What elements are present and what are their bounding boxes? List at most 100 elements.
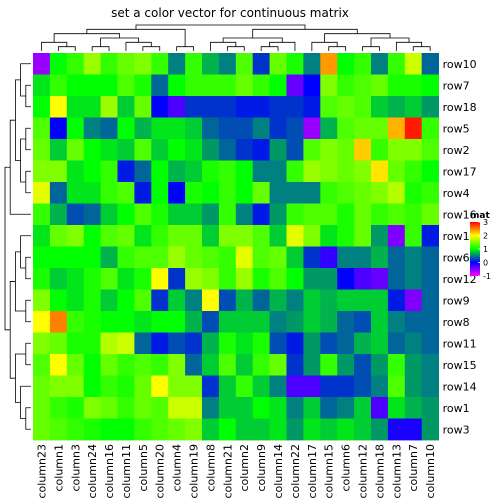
heatmap-cell [371,268,389,290]
heatmap-cell [202,117,220,140]
heatmap-cell [117,160,135,183]
heatmap-cell [404,53,423,75]
heatmap-cell [252,139,270,161]
heatmap-cell [100,332,118,355]
heatmap-cell [185,117,203,140]
column-label: column23 [36,444,49,499]
heatmap-cell [252,182,270,204]
heatmap-cell [83,160,101,183]
heatmap-cell [218,289,237,312]
heatmap-cell [66,418,85,441]
row-label: row1 [443,402,470,415]
heatmap-cell [404,96,423,118]
heatmap-cell [168,225,186,247]
column-label: column14 [272,444,285,499]
heatmap-cell [66,203,85,226]
heatmap-cell [286,203,304,226]
heatmap-cell [33,182,51,204]
heatmap-cell [235,311,254,333]
heatmap-cell [83,289,101,312]
heatmap-cell [117,418,135,441]
heatmap-cell [269,203,287,226]
heatmap-cell [269,246,287,269]
heatmap-cell [286,397,304,419]
heatmap-cell [387,96,406,118]
heatmap-cell [269,311,287,333]
heatmap-cell [286,418,304,441]
heatmap-cell [185,268,203,290]
heatmap-cell [117,182,135,204]
heatmap-cell [202,268,220,290]
heatmap-cell [168,397,186,419]
heatmap-cell [33,311,51,333]
column-label: column24 [86,444,99,499]
heatmap-cell [117,311,135,333]
heatmap-cell [168,96,186,118]
heatmap-cell [83,225,101,247]
row-label: row5 [443,122,470,135]
heatmap-cell [421,397,439,419]
heatmap-cell [354,74,372,97]
heatmap-cell [185,96,203,118]
heatmap-cell [303,74,321,97]
heatmap-cell [49,289,68,312]
heatmap-cell [354,203,372,226]
heatmap-cell [252,311,270,333]
heatmap-cell [404,397,423,419]
heatmap-cell [387,311,406,333]
heatmap-cell [371,397,389,419]
column-label: column11 [120,444,133,499]
heatmap-cell [185,139,203,161]
heatmap-cell [286,182,304,204]
heatmap-cell [151,160,169,183]
heatmap-cell [235,246,254,269]
heatmap-cell [66,160,85,183]
heatmap-cell [303,53,321,75]
heatmap-cell [49,418,68,441]
heatmap-cell [252,160,270,183]
color-legend: mat 3 2 1 0 -1 [470,211,491,281]
heatmap-cell [235,418,254,441]
heatmap-cell [303,203,321,226]
column-label: column4 [171,444,184,492]
heatmap-cell [218,139,237,161]
heatmap-cell [235,332,254,355]
legend-tick-label: 0 [483,259,488,268]
heatmap-cell [202,246,220,269]
row-label: row16 [443,208,477,221]
column-dendrogram [41,24,431,51]
heatmap-cell [269,117,287,140]
heatmap-cell [320,203,338,226]
heatmap-cell [404,311,423,333]
heatmap-cell [49,354,68,376]
heatmap-cell [185,311,203,333]
heatmap-cell [33,203,51,226]
column-label: column10 [424,444,437,499]
heatmap-cell [100,397,118,419]
heatmap-cell [185,74,203,97]
heatmap-cell [269,354,287,376]
heatmap-cell [83,96,101,118]
heatmap-cell [337,375,355,398]
heatmap-cell [100,182,118,204]
heatmap-cell [100,354,118,376]
heatmap-cell [49,139,68,161]
heatmap-cell [387,117,406,140]
heatmap-cell [202,375,220,398]
heatmap-cell [168,182,186,204]
heatmap-cell [134,96,152,118]
heatmap-cell [151,332,169,355]
heatmap-cell [303,182,321,204]
heatmap-cell [151,246,169,269]
heatmap-cell [151,53,169,75]
heatmap-cell [66,246,85,269]
heatmap-cell [421,53,439,75]
heatmap-cell [421,225,439,247]
heatmap-cell [100,246,118,269]
heatmap-cell [387,225,406,247]
heatmap-cell [387,53,406,75]
heatmap-cell [100,160,118,183]
row-label: row18 [443,101,477,114]
column-label: column1 [52,444,65,492]
heatmap-cell [218,354,237,376]
